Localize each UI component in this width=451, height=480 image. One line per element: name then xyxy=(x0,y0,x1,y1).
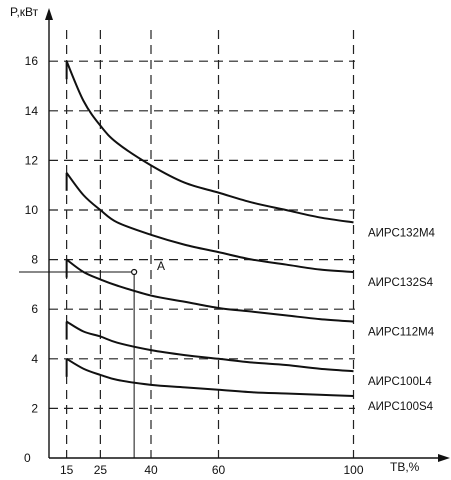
y-tick-label: 4 xyxy=(31,352,38,366)
x-tick-label: 25 xyxy=(94,463,108,477)
x-tick-label: 100 xyxy=(343,463,363,477)
y-axis-title: P,кВт xyxy=(10,5,39,19)
y-tick-label: 6 xyxy=(31,302,38,316)
x-tick-label: 15 xyxy=(60,463,74,477)
annotation-point xyxy=(131,268,138,276)
x-tick-label: 40 xyxy=(144,463,158,477)
series-curve-АИРС112М4 xyxy=(66,258,354,323)
series-labels: АИРС132М4 АИРС132S4 АИРС112М4 АИРС100L4 АИРС… xyxy=(368,227,436,413)
x-axis-title: ТВ,% xyxy=(390,460,420,474)
series-curve-АИРС100L4 xyxy=(66,320,354,373)
y-tick-label: 2 xyxy=(31,401,38,415)
series-label: АИРС132S4 xyxy=(368,277,434,289)
y-tick-label: 16 xyxy=(25,54,39,68)
annotation-guides xyxy=(19,268,138,458)
y-tick-label: 8 xyxy=(31,253,38,267)
annotation-label: A xyxy=(157,259,165,273)
tick-labels: 2 4 6 8 10 12 14 16 15 25 40 60 100 xyxy=(25,54,364,477)
series-label: АИРС132М4 xyxy=(368,227,436,239)
origin-label: 0 xyxy=(24,451,31,465)
series-curves xyxy=(65,60,354,397)
axes xyxy=(45,8,450,462)
grid xyxy=(49,30,355,458)
series-curve-АИРС100S4 xyxy=(66,357,354,397)
series-curve-АИРС132М4 xyxy=(65,60,354,224)
series-label: АИРС112М4 xyxy=(368,327,435,339)
series-label: АИРС100S4 xyxy=(368,401,434,413)
y-tick-label: 12 xyxy=(25,153,39,167)
series-label: АИРС100L4 xyxy=(368,376,432,388)
y-tick-label: 14 xyxy=(25,104,39,118)
x-tick-label: 60 xyxy=(212,463,226,477)
x-axis-arrow xyxy=(438,454,450,462)
series-curve-АИРС132S4 xyxy=(65,172,354,273)
y-axis-arrow xyxy=(45,8,53,20)
y-tick-label: 10 xyxy=(25,203,39,217)
